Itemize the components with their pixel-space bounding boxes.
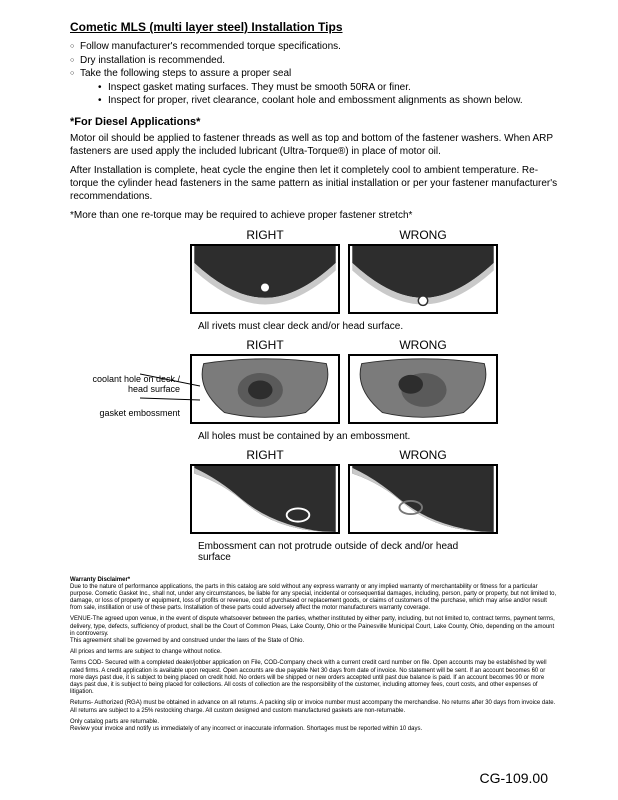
wrong-label: WRONG bbox=[348, 338, 498, 352]
sub-bullet-item: Inspect for proper, rivet clearance, coo… bbox=[98, 94, 558, 108]
diagram-caption: All holes must be contained by an emboss… bbox=[198, 431, 558, 442]
hole-wrong-diagram bbox=[348, 354, 498, 424]
right-label: RIGHT bbox=[190, 338, 340, 352]
disclaimer-text: VENUE-The agreed upon venue, in the even… bbox=[70, 616, 558, 645]
diagram-caption: Embossment can not protrude outside of d… bbox=[198, 541, 478, 563]
bullet-item: Take the following steps to assure a pro… bbox=[70, 67, 558, 108]
sub-bullet-item: Inspect gasket mating surfaces. They mus… bbox=[98, 81, 558, 95]
main-bullets: Follow manufacturer's recommended torque… bbox=[70, 40, 558, 108]
paragraph: After Installation is complete, heat cyc… bbox=[70, 164, 558, 203]
rivet-wrong-diagram bbox=[348, 244, 498, 314]
bullet-item: Follow manufacturer's recommended torque… bbox=[70, 40, 558, 54]
page-title: Cometic MLS (multi layer steel) Installa… bbox=[70, 20, 558, 34]
diagram-caption: All rivets must clear deck and/or head s… bbox=[198, 321, 558, 332]
page-number: CG-109.00 bbox=[480, 770, 548, 786]
disclaimer-block: Warranty Disclaimer* Due to the nature o… bbox=[70, 577, 558, 734]
diagram-row-rivets: RIGHT WRONG bbox=[70, 228, 558, 317]
callout-lines bbox=[140, 356, 200, 426]
disclaimer-text: All prices and terms are subject to chan… bbox=[70, 649, 558, 656]
paragraph: *More than one re-torque may be required… bbox=[70, 209, 558, 222]
right-label: RIGHT bbox=[190, 228, 340, 242]
diagram-row-holes: coolant hole on deck / head surface gask… bbox=[70, 338, 558, 427]
disclaimer-text: Only catalog parts are returnable.Review… bbox=[70, 719, 558, 733]
bullet-item: Dry installation is recommended. bbox=[70, 54, 558, 68]
right-label: RIGHT bbox=[190, 448, 340, 462]
rivet-right-diagram bbox=[190, 244, 340, 314]
disclaimer-text: Returns- Authorized (RGA) must be obtain… bbox=[70, 700, 558, 714]
diagram-row-emboss: RIGHT WRONG bbox=[70, 448, 558, 537]
hole-right-diagram bbox=[190, 354, 340, 424]
disclaimer-text: Terms COD- Secured with a completed deal… bbox=[70, 660, 558, 696]
emboss-right-diagram bbox=[190, 464, 340, 534]
wrong-label: WRONG bbox=[348, 228, 498, 242]
diesel-heading: *For Diesel Applications* bbox=[70, 116, 558, 128]
sub-bullets: Inspect gasket mating surfaces. They mus… bbox=[80, 81, 558, 108]
diagram-section: RIGHT WRONG All rivets must clear dec bbox=[70, 228, 558, 563]
disclaimer-heading: Warranty Disclaimer* bbox=[70, 577, 558, 584]
wrong-label: WRONG bbox=[348, 448, 498, 462]
disclaimer-text: Due to the nature of performance applica… bbox=[70, 584, 558, 613]
emboss-wrong-diagram bbox=[348, 464, 498, 534]
paragraph: Motor oil should be applied to fastener … bbox=[70, 132, 558, 158]
